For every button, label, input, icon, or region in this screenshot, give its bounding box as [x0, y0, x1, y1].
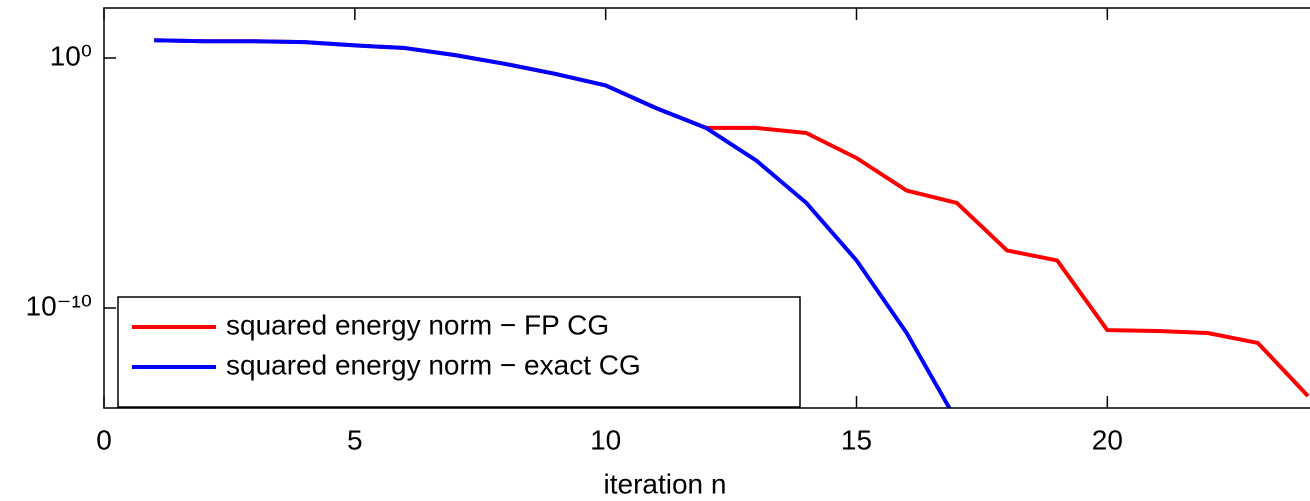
data-line — [154, 38, 952, 408]
x-axis-label: iteration n — [604, 468, 727, 499]
axes-box — [103, 7, 1310, 409]
y-tick-label: 10⁻¹⁰ — [26, 290, 92, 321]
x-tick-label: 0 — [96, 424, 112, 455]
x-tick-label: 10 — [590, 424, 621, 455]
y-tick-label: 10⁰ — [50, 40, 92, 71]
x-tick-label: 20 — [1092, 424, 1123, 455]
legend-label: squared energy norm − exact CG — [226, 349, 641, 380]
legend-box — [117, 296, 801, 408]
plot-area — [154, 38, 1310, 408]
x-tick-label: 15 — [841, 424, 872, 455]
legend-label: squared energy norm − FP CG — [226, 309, 609, 340]
x-tick-label: 5 — [347, 424, 363, 455]
